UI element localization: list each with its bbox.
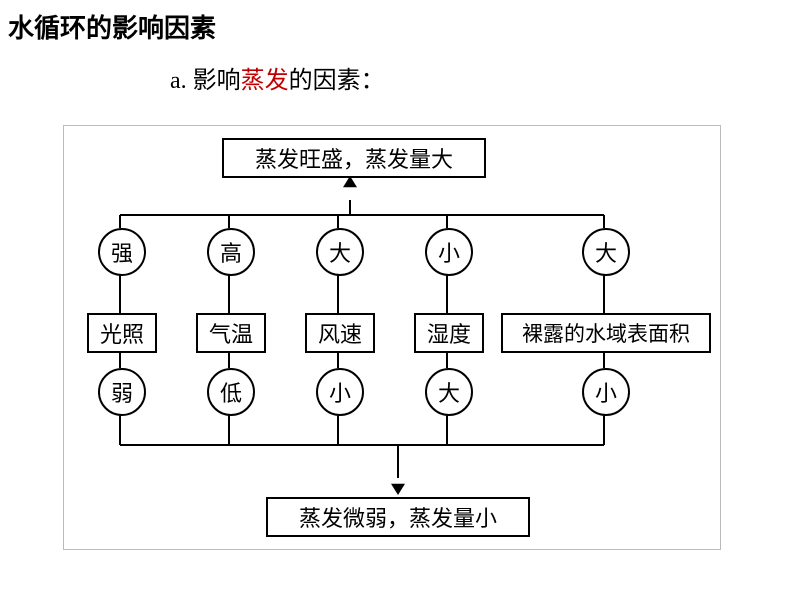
factor-bottom-circle: 大 xyxy=(425,368,473,416)
factor-top-circle: 大 xyxy=(316,228,364,276)
top-result-box: 蒸发旺盛，蒸发量大 xyxy=(222,138,486,178)
factor-label-box: 风速 xyxy=(305,313,375,353)
factor-top-circle: 小 xyxy=(425,228,473,276)
bottom-result-text: 蒸发微弱，蒸发量小 xyxy=(299,501,497,533)
factor-bottom-circle: 小 xyxy=(316,368,364,416)
factor-bottom-circle: 小 xyxy=(582,368,630,416)
bottom-result-box: 蒸发微弱，蒸发量小 xyxy=(266,497,530,537)
factor-label-box: 裸露的水域表面积 xyxy=(501,313,711,353)
factor-label-box: 光照 xyxy=(87,313,157,353)
top-result-text: 蒸发旺盛，蒸发量大 xyxy=(255,142,453,174)
factor-top-circle: 高 xyxy=(207,228,255,276)
factor-bottom-circle: 弱 xyxy=(98,368,146,416)
factor-top-circle: 大 xyxy=(582,228,630,276)
factor-bottom-circle: 低 xyxy=(207,368,255,416)
factor-top-circle: 强 xyxy=(98,228,146,276)
factor-label-box: 气温 xyxy=(196,313,266,353)
factor-label-box: 湿度 xyxy=(414,313,484,353)
